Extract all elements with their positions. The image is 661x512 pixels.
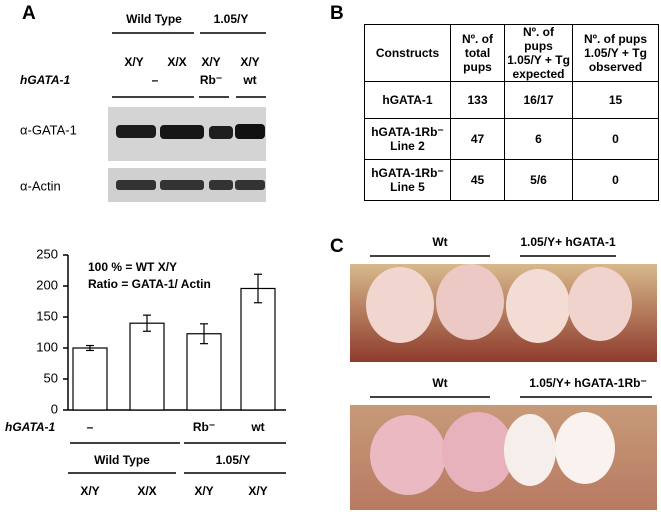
table-cell: hGATA-1 bbox=[364, 81, 451, 119]
y-tick-label: 0 bbox=[51, 401, 58, 416]
error-bar bbox=[143, 314, 151, 332]
table-cell: hGATA-1Rb⁻ Line 5 bbox=[364, 159, 451, 201]
error-bar bbox=[254, 273, 262, 304]
genotype-label: X/Y bbox=[124, 55, 143, 69]
blot-band bbox=[235, 180, 265, 190]
embryo bbox=[568, 267, 632, 341]
table-row: hGATA-1Rb⁻ Line 5 45 5/6 0 bbox=[364, 159, 659, 201]
blot-band bbox=[160, 125, 204, 139]
table-row: Constructs Nº. of total pups Nº. of pups 1… bbox=[364, 24, 659, 82]
blot-band bbox=[209, 126, 233, 139]
x-tick-label: X/Y bbox=[80, 484, 99, 498]
group-label: 1.05/Y bbox=[216, 453, 251, 467]
blot-row-label: α-Actin bbox=[20, 178, 61, 193]
embryo bbox=[504, 414, 556, 486]
table-cell: 15 bbox=[572, 81, 659, 119]
photo-label: 1.05/Y+ hGATA-1Rb⁻ bbox=[529, 376, 647, 390]
y-tick-label: 100 bbox=[36, 339, 58, 354]
x-tick-label: X/Y bbox=[194, 484, 213, 498]
blot-row-label: α-GATA-1 bbox=[20, 122, 77, 137]
table-cell: 0 bbox=[572, 118, 659, 160]
genotype-label: X/Y bbox=[240, 55, 259, 69]
table-row: hGATA-1Rb⁻ Line 2 47 6 0 bbox=[364, 118, 659, 160]
photo-label: Wt bbox=[432, 376, 447, 390]
panel-label: B bbox=[330, 3, 344, 24]
bar bbox=[186, 333, 222, 411]
photo-label: 1.05/Y+ hGATA-1 bbox=[520, 235, 616, 249]
transgene-label: hGATA-1 bbox=[20, 73, 71, 87]
results-table: Constructs Nº. of total pups Nº. of pups 1… bbox=[364, 24, 659, 201]
embryo bbox=[370, 415, 446, 495]
blot-band bbox=[116, 125, 156, 138]
blot-band bbox=[235, 124, 265, 139]
panel-label: C bbox=[330, 236, 344, 257]
genotype-label: X/X bbox=[167, 55, 186, 69]
photo-label: Wt bbox=[432, 235, 447, 249]
transgene: Rb⁻ bbox=[200, 73, 222, 87]
transgene: – bbox=[87, 420, 94, 434]
group-label: Wild Type bbox=[94, 453, 150, 467]
y-tick-label: 150 bbox=[36, 308, 58, 323]
embryo bbox=[506, 269, 570, 343]
blot-band bbox=[160, 180, 204, 190]
y-tick-label: 200 bbox=[36, 277, 58, 292]
table-cell: Nº. of pups 1.05/Y + Tg observed bbox=[572, 24, 659, 82]
bar bbox=[240, 287, 276, 411]
error-bar bbox=[86, 344, 94, 352]
table-cell: 45 bbox=[450, 159, 505, 201]
transgene-label: hGATA-1 bbox=[5, 420, 56, 434]
genotype-label: X/Y bbox=[201, 55, 220, 69]
table-cell: 16/17 bbox=[504, 81, 573, 119]
bar bbox=[72, 347, 108, 411]
embryo bbox=[366, 267, 434, 343]
table-cell: Nº. of total pups bbox=[450, 24, 505, 82]
annotation: Ratio = GATA-1/ Actin bbox=[88, 277, 211, 291]
error-bar bbox=[200, 323, 208, 345]
table-cell: 0 bbox=[572, 159, 659, 201]
transgene: – bbox=[152, 73, 159, 87]
blot-band bbox=[116, 180, 156, 190]
group-label: 1.05/Y bbox=[214, 12, 249, 26]
y-tick-label: 250 bbox=[36, 246, 58, 261]
transgene: wt bbox=[242, 73, 256, 87]
transgene: wt bbox=[250, 420, 264, 434]
table-cell: Constructs bbox=[364, 24, 451, 82]
table-cell: Nº. of pups 1.05/Y + Tg expected bbox=[504, 24, 573, 82]
table-cell: 47 bbox=[450, 118, 505, 160]
table-cell: hGATA-1Rb⁻ Line 2 bbox=[364, 118, 451, 160]
embryo bbox=[555, 412, 615, 484]
embryo bbox=[442, 412, 514, 492]
blot-band bbox=[209, 180, 233, 190]
table-row: hGATA-1 133 16/17 15 bbox=[364, 81, 659, 119]
table-cell: 6 bbox=[504, 118, 573, 160]
group-label: Wild Type bbox=[126, 12, 182, 26]
transgene: Rb⁻ bbox=[193, 420, 215, 434]
y-tick-label: 50 bbox=[44, 370, 58, 385]
panel-label: A bbox=[22, 3, 36, 24]
annotation: 100 % = WT X/Y bbox=[88, 260, 177, 274]
x-tick-label: X/X bbox=[137, 484, 156, 498]
x-tick-label: X/Y bbox=[248, 484, 267, 498]
table-cell: 133 bbox=[450, 81, 505, 119]
embryo bbox=[436, 264, 504, 340]
table-cell: 5/6 bbox=[504, 159, 573, 201]
bar bbox=[129, 322, 165, 411]
